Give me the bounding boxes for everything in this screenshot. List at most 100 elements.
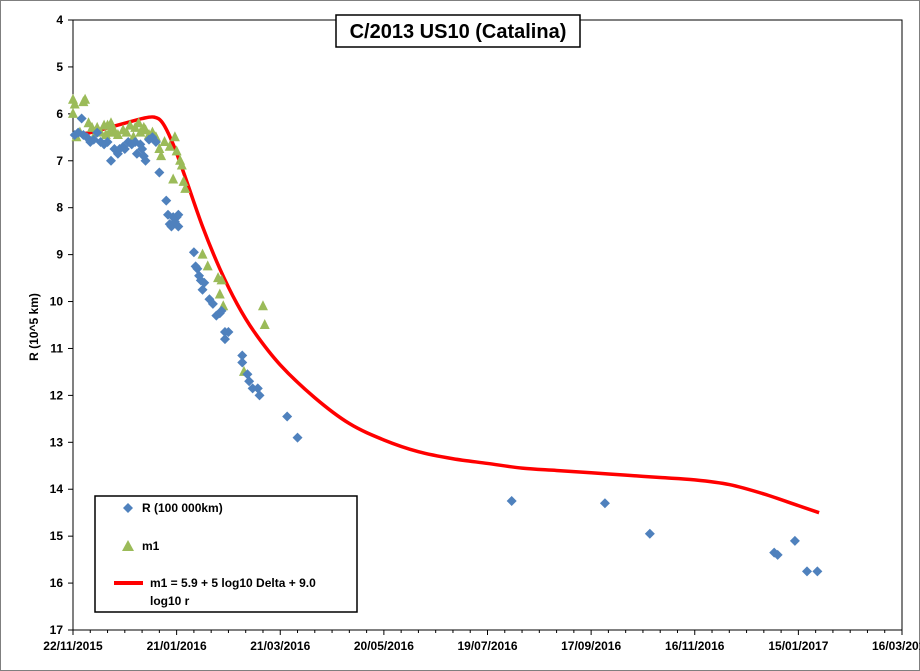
y-tick-label: 7 [56,154,63,168]
r-point [237,350,248,361]
r-point [644,528,655,539]
r-point [292,432,303,443]
r-point [173,209,184,220]
r-point [105,155,116,166]
y-axis-title: R (10^5 km) [27,293,41,361]
x-tick-label: 15/01/2017 [768,639,828,653]
x-tick-label: 16/11/2016 [665,639,725,653]
m1-point [80,93,91,104]
r-point [154,167,165,178]
x-tick-label: 19/07/2016 [457,639,517,653]
model-curve-series [72,115,820,515]
r-point [161,195,172,206]
y-tick-label: 15 [50,529,64,543]
y-tick-label: 9 [56,248,63,262]
r-point [199,277,210,288]
r-point [254,390,265,401]
y-tick-label: 4 [56,13,63,27]
m1-point [164,140,175,151]
r-series [69,113,823,577]
chart-title: C/2013 US10 (Catalina) [350,21,567,43]
legend-label-model-line1: m1 = 5.9 + 5 log10 Delta + 9.0 [150,576,316,590]
y-tick-label: 12 [50,388,64,402]
y-tick-label: 17 [50,623,64,637]
x-tick-label: 21/01/2016 [147,639,207,653]
model-curve-line [72,115,820,515]
m1-point [112,128,123,139]
x-tick-label: 22/11/2015 [43,639,103,653]
m1-point [197,248,208,259]
r-point [237,357,248,368]
r-point [802,566,813,577]
y-tick-label: 14 [50,482,64,496]
m1-point [168,173,179,184]
r-point [150,137,161,147]
r-point [140,155,151,166]
r-point [242,369,253,380]
y-tick-label: 10 [50,295,64,309]
m1-point [69,98,80,109]
legend-label-model-line2: log10 r [150,594,190,608]
legend-box [94,495,358,613]
m1-point [133,117,144,128]
m1-point [154,143,165,154]
m1-point [259,319,270,329]
r-point [599,498,610,509]
chart-title-box: C/2013 US10 (Catalina) [335,14,581,48]
r-point [244,376,255,387]
m1-point [171,145,182,156]
m1-point [156,150,167,161]
m1-point [176,159,187,170]
y-tick-label: 16 [50,576,64,590]
legend-label-r: R (100 000km) [142,501,223,515]
legend: R (100 000km) m1 m1 = 5.9 + 5 log10 Delt… [94,495,358,613]
legend-marker-r [123,503,133,513]
y-axis: 4 5 6 7 8 9 10 11 12 13 14 15 16 17 [50,13,73,637]
r-point [216,305,227,316]
r-point [173,221,184,232]
x-axis: 22/11/2015 21/01/2016 21/03/2016 20/05/2016… [43,630,920,653]
m1-point [68,107,78,118]
r-point [223,327,234,338]
x-tick-label: 16/03/2017 [872,639,920,653]
m1-point [180,182,191,193]
m1-point [169,131,180,142]
x-tick-label: 20/05/2016 [354,639,414,653]
r-point [252,383,263,394]
m1-series [68,93,270,376]
r-point [219,334,230,345]
r-point [92,127,103,138]
y-tick-label: 13 [50,435,64,449]
legend-label-model: m1 = 5.9 + 5 log10 Delta + 9.0 log10 r [150,576,319,608]
m1-point [178,175,189,186]
r-point [772,549,783,560]
legend-label-m1: m1 [142,539,160,553]
y-tick-label: 8 [56,201,63,215]
r-point [789,535,800,546]
m1-point [121,126,132,137]
r-point [197,284,208,295]
legend-marker-m1 [122,540,134,551]
m1-point [214,288,225,299]
m1-point [202,260,213,271]
r-point [119,144,130,155]
r-point [247,383,258,394]
r-point [102,137,113,147]
m1-point [216,274,227,285]
x-tick-label: 21/03/2016 [250,639,310,653]
r-point [76,113,87,124]
r-point [137,144,148,155]
r-point [207,298,218,309]
x-tick-label: 17/09/2016 [561,639,621,653]
y-tick-label: 5 [56,60,63,74]
y-tick-label: 11 [50,341,63,355]
r-point [282,411,293,422]
m1-point [257,300,268,311]
r-point [188,247,199,258]
r-point [812,566,823,577]
r-point [192,263,203,274]
y-tick-label: 6 [56,107,63,121]
r-point [506,495,517,506]
m1-point [159,136,170,146]
